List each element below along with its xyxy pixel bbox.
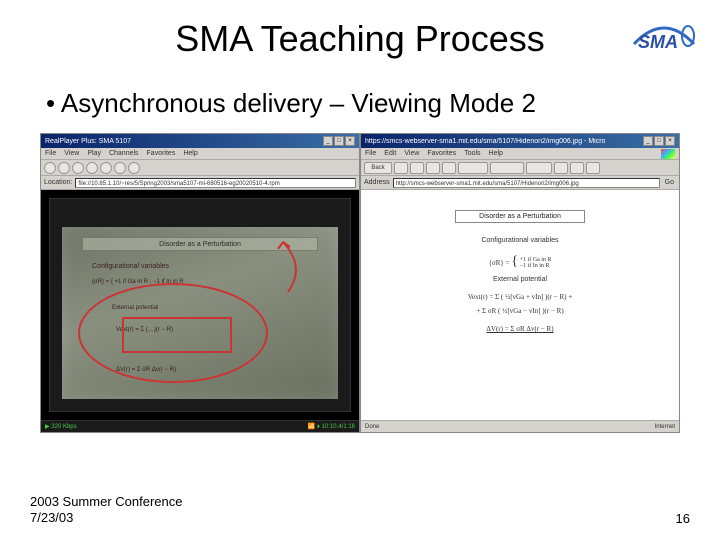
maximize-button[interactable]: □ [654,136,664,146]
recorded-slide: Disorder as a Perturbation Configuration… [62,227,338,399]
toolbar-button[interactable] [100,162,112,174]
external-potential-label: External potential [385,276,655,283]
realplayer-toolbar [41,160,359,176]
menu-item[interactable]: Play [87,150,101,157]
menu-item[interactable]: File [45,150,56,157]
minimize-button[interactable]: _ [643,136,653,146]
media-button[interactable] [526,162,552,174]
clean-slide-subtitle: Configurational variables [385,237,655,244]
menu-item[interactable]: File [365,150,376,157]
menu-item[interactable]: View [64,150,79,157]
video-area: Disorder as a Perturbation Configuration… [41,190,359,420]
equation-vext2: + Σ σR ( ½[vGa − vIn] )(r − R) [385,307,655,315]
toolbar-button[interactable] [86,162,98,174]
status-left: Done [365,424,379,430]
footer-left: 2003 Summer Conference 7/23/03 [30,494,182,527]
menu-item[interactable]: Favorites [147,150,176,157]
search-button[interactable] [458,162,488,174]
page-number: 16 [676,511,690,526]
titlebar-text: RealPlayer Plus: SMA 5107 [45,138,131,145]
address-input[interactable]: http://smcs-webserver-sma1.mit.edu/sma/5… [393,178,660,188]
realplayer-titlebar: RealPlayer Plus: SMA 5107 _ □ × [41,134,359,148]
realplayer-statusbar: ▶ 320 Kbps 📶 ⏵ 10:10.4/1:16 [41,420,359,432]
menu-item[interactable]: Help [489,150,503,157]
refresh-button[interactable] [426,162,440,174]
menu-item[interactable]: Favorites [427,150,456,157]
ie-titlebar: https://smcs-webserver-sma1.mit.edu/sma/… [361,134,679,148]
screenshots-row: RealPlayer Plus: SMA 5107 _ □ × File Vie… [40,133,680,433]
bullet-line: • Asynchronous delivery – Viewing Mode 2 [46,88,690,119]
ie-statusbar: Done Internet [361,420,679,432]
home-button[interactable] [442,162,456,174]
red-box-annotation [122,317,232,353]
ie-window: https://smcs-webserver-sma1.mit.edu/sma/… [360,133,680,433]
toolbar-button[interactable] [72,162,84,174]
bullet-text: Asynchronous delivery – Viewing Mode 2 [61,88,536,118]
close-button[interactable]: × [665,136,675,146]
menu-item[interactable]: Tools [464,150,480,157]
red-arrow-annotation [268,237,308,297]
slide: SMA Teaching Process SMA • Asynchronous … [0,0,720,540]
stop-button[interactable] [410,162,424,174]
video-slide-subtitle: Configurational variables [92,263,169,270]
toolbar-button[interactable] [58,162,70,174]
minimize-button[interactable]: _ [323,136,333,146]
window-controls: _ □ × [643,136,675,146]
toolbar-button[interactable] [114,162,126,174]
forward-button[interactable] [394,162,408,174]
slide-title: SMA Teaching Process [30,18,690,60]
clean-slide-title: Disorder as a Perturbation [455,210,585,223]
toolbar-button[interactable] [44,162,56,174]
status-left: ▶ 320 Kbps [45,423,77,430]
logo-text: SMA [638,32,678,52]
ie-menubar: File Edit View Favorites Tools Help [361,148,679,160]
close-button[interactable]: × [345,136,355,146]
menu-item[interactable]: Channels [109,150,139,157]
ie-addressbar: Address http://smcs-webserver-sma1.mit.e… [361,176,679,190]
mail-button[interactable] [570,162,584,174]
print-button[interactable] [586,162,600,174]
toolbar-button[interactable] [128,162,140,174]
status-right: 📶 ⏵ 10:10.4/1:16 [308,423,355,431]
realplayer-menubar: File View Play Channels Favorites Help [41,148,359,160]
equation-deltav: ΔV(r) = Σ σR Δv(r − R) [385,325,655,333]
address-input[interactable]: file://10.85.1.10/~res/5/Spring2003/sma5… [75,178,356,188]
back-button[interactable]: Back [364,162,392,174]
equation-sigma: {σR} = { +1 if Ga in R −1 if In in R [385,254,655,270]
sma-logo: SMA [628,18,700,54]
page-content: Disorder as a Perturbation Configuration… [361,190,679,420]
video-frame: Disorder as a Perturbation Configuration… [49,198,351,412]
address-label: Address [364,179,390,186]
equation-vext1: Vext(r) = Σ ( ½[vGa + vIn] )(r − R) + [385,293,655,301]
slide-footer: 2003 Summer Conference 7/23/03 16 [30,494,690,527]
favorites-button[interactable] [490,162,524,174]
footer-date: 7/23/03 [30,510,182,526]
realplayer-addressbar: Location: file://10.85.1.10/~res/5/Sprin… [41,176,359,190]
realplayer-window: RealPlayer Plus: SMA 5107 _ □ × File Vie… [40,133,360,433]
footer-conference: 2003 Summer Conference [30,494,182,510]
status-right: Internet [655,424,675,430]
ie-logo-icon [661,149,675,159]
menu-item[interactable]: Edit [384,150,396,157]
clean-slide: Disorder as a Perturbation Configuration… [365,194,675,416]
window-controls: _ □ × [323,136,355,146]
go-button[interactable]: Go [663,179,676,186]
title-row: SMA Teaching Process SMA [30,18,690,60]
history-button[interactable] [554,162,568,174]
titlebar-text: https://smcs-webserver-sma1.mit.edu/sma/… [365,138,605,145]
ie-toolbar: Back [361,160,679,176]
menu-item[interactable]: Help [183,150,197,157]
address-label: Location: [44,179,72,186]
menu-item[interactable]: View [404,150,419,157]
maximize-button[interactable]: □ [334,136,344,146]
